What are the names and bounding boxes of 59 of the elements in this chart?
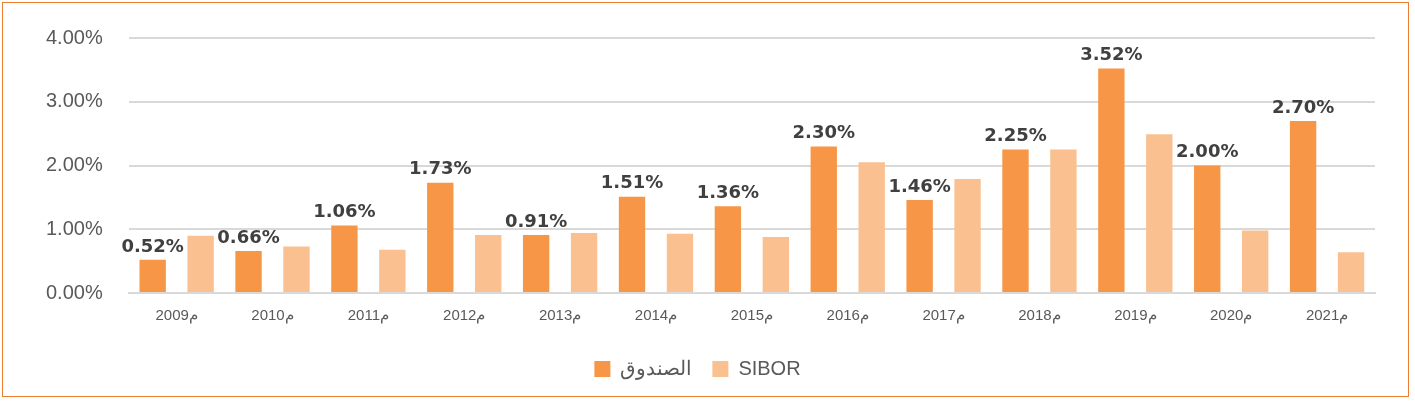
bar bbox=[283, 246, 310, 292]
data-label: 1.46% bbox=[888, 174, 951, 196]
data-label: 3.52% bbox=[1080, 43, 1143, 65]
bar bbox=[1194, 165, 1221, 292]
bar bbox=[187, 235, 214, 292]
data-label: 1.73% bbox=[409, 157, 472, 179]
x-tick-label: 2019م bbox=[1114, 306, 1157, 325]
x-tick-label: 2021م bbox=[1305, 306, 1349, 325]
x-tick-label: 2013م bbox=[538, 306, 582, 325]
bar bbox=[522, 234, 550, 292]
bar bbox=[762, 236, 789, 292]
y-tick-label: 4.00% bbox=[45, 25, 103, 48]
bar bbox=[906, 199, 933, 292]
bar bbox=[1098, 68, 1125, 292]
y-tick-label: 3.00% bbox=[45, 89, 103, 112]
data-label: 1.06% bbox=[313, 200, 376, 222]
data-label: 0.66% bbox=[217, 225, 280, 247]
bar bbox=[1241, 230, 1269, 292]
legend-label: الصندوق bbox=[620, 356, 693, 380]
legend-label: SIBOR bbox=[738, 356, 801, 379]
data-label: 1.36% bbox=[696, 180, 760, 202]
bar bbox=[1289, 120, 1317, 292]
x-tick-label: 2014م bbox=[634, 306, 678, 325]
bar bbox=[618, 196, 646, 292]
bar bbox=[954, 178, 981, 292]
bar bbox=[1002, 149, 1029, 292]
y-tick-label: 2.00% bbox=[45, 153, 103, 176]
data-label: 1.51% bbox=[600, 171, 664, 193]
x-tick-label: 2016م bbox=[826, 306, 869, 325]
y-tick-label: 0.00% bbox=[45, 280, 103, 303]
bar bbox=[427, 182, 454, 292]
bar bbox=[570, 233, 598, 292]
x-tick-label: 2020م bbox=[1210, 306, 1253, 325]
bar bbox=[666, 233, 694, 292]
bar bbox=[1146, 134, 1173, 292]
x-tick-label: 2012م bbox=[443, 306, 486, 325]
x-tick-label: 2018م bbox=[1018, 306, 1061, 325]
x-tick-label: 2017م bbox=[922, 306, 965, 325]
x-tick-label: 2010م bbox=[251, 306, 294, 325]
data-label: 0.52% bbox=[121, 234, 184, 256]
data-label: 0.91% bbox=[504, 209, 568, 231]
bar bbox=[139, 259, 166, 292]
bar bbox=[475, 234, 502, 292]
data-label: 2.30% bbox=[792, 121, 855, 143]
bar bbox=[714, 206, 742, 292]
bar bbox=[331, 225, 358, 292]
x-tick-label: 2015م bbox=[730, 306, 774, 325]
bar bbox=[1337, 252, 1365, 292]
bar bbox=[858, 162, 885, 292]
data-label: 2.00% bbox=[1176, 140, 1239, 162]
bar bbox=[1050, 149, 1077, 292]
x-tick-label: 2011م bbox=[347, 306, 390, 325]
y-tick-label: 1.00% bbox=[45, 216, 103, 239]
bar bbox=[810, 146, 837, 292]
bar bbox=[235, 250, 262, 292]
x-tick-label: 2009م bbox=[155, 306, 198, 325]
bar bbox=[379, 249, 406, 292]
data-label: 2.25% bbox=[984, 124, 1047, 146]
data-label: 2.70% bbox=[1271, 95, 1335, 117]
